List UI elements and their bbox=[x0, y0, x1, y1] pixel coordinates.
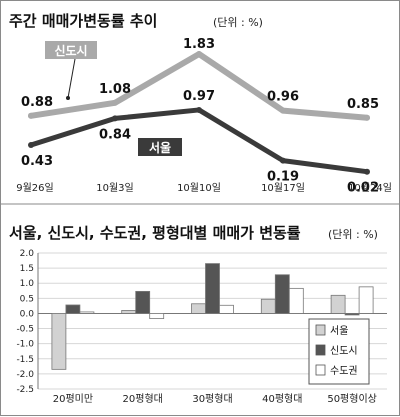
x-tick-label: 10월10일 bbox=[177, 182, 221, 194]
category-label: 40평형대 bbox=[262, 393, 302, 405]
legend-tag-sindosi-pointer bbox=[67, 58, 76, 99]
bar bbox=[358, 286, 374, 314]
bar bbox=[135, 290, 151, 314]
bar-chart-title: 서울, 신도시, 수도권, 평형대별 매매가 변동률 bbox=[9, 224, 301, 242]
x-tick-label: 10월17일 bbox=[261, 182, 305, 194]
x-tick-label: 10월3일 bbox=[96, 182, 134, 194]
x-tick-label: 10월24일 bbox=[348, 182, 392, 194]
x-tick-label: 9월26일 bbox=[16, 182, 54, 194]
data-point bbox=[196, 51, 202, 58]
line-chart-plot: 0.88 1.08 1.83 0.96 0.85 0.43 0.84 0.97 0.19 0.02 bbox=[21, 37, 379, 196]
data-point bbox=[280, 157, 286, 164]
data-point bbox=[28, 142, 34, 149]
legend-tag-sindosi-pointer-dot bbox=[66, 96, 70, 100]
y-tick-label: -2.0 bbox=[16, 370, 34, 380]
bar-chart-y-ticks: 2.0 1.5 1.0 0.5 0.0 -0.5 -1.0 -1.5 -2.0 -2.5 bbox=[16, 249, 34, 395]
legend-label: 서울 bbox=[330, 325, 348, 337]
data-label: 0.88 bbox=[21, 95, 53, 110]
bar bbox=[219, 304, 234, 314]
category-label: 20평미만 bbox=[53, 393, 93, 405]
data-point bbox=[364, 168, 370, 175]
data-label: 0.96 bbox=[267, 90, 299, 105]
data-point bbox=[112, 99, 118, 106]
category-label: 30평형대 bbox=[192, 393, 232, 405]
data-label: 0.85 bbox=[347, 97, 379, 112]
y-tick-label: 1.5 bbox=[20, 264, 34, 274]
bar bbox=[205, 263, 220, 314]
y-tick-label: 0.0 bbox=[20, 309, 35, 319]
bar bbox=[191, 303, 206, 314]
bar-chart-x-ticks: 20평미만 20평형대 30평형대 40평형대 50평형이상 bbox=[53, 393, 377, 405]
y-tick-label: -2.5 bbox=[16, 385, 34, 395]
bar bbox=[65, 304, 81, 314]
data-label: 0.97 bbox=[183, 89, 215, 104]
y-tick-label: -1.0 bbox=[16, 340, 34, 350]
y-tick-label: -0.5 bbox=[16, 325, 34, 335]
y-tick-label: -1.5 bbox=[16, 355, 34, 365]
legend-tag-sindosi: 신도시 bbox=[45, 41, 97, 59]
y-tick-label: 2.0 bbox=[20, 249, 35, 259]
legend-label: 수도권 bbox=[330, 365, 358, 377]
y-tick-label: 0.5 bbox=[20, 294, 34, 304]
legend-label: 신도시 bbox=[330, 345, 358, 357]
legend-tag-sindosi-label: 신도시 bbox=[54, 43, 87, 58]
data-point bbox=[364, 114, 370, 121]
data-point bbox=[196, 106, 202, 113]
bar bbox=[330, 294, 346, 314]
data-label: 0.84 bbox=[99, 127, 131, 142]
line-chart-title: 주간 매매가변동률 추이 bbox=[9, 12, 157, 30]
bar bbox=[288, 287, 304, 314]
series-line-seoul bbox=[28, 107, 370, 175]
bar-chart-bars bbox=[51, 263, 374, 370]
legend-swatch bbox=[315, 324, 326, 336]
legend-swatch bbox=[315, 364, 326, 376]
bar bbox=[79, 311, 95, 314]
bar-chart-unit: (단위 : %) bbox=[328, 228, 378, 241]
bar bbox=[121, 310, 137, 314]
bar bbox=[149, 313, 165, 319]
bar bbox=[260, 298, 276, 314]
legend-swatch bbox=[315, 344, 326, 356]
bar bbox=[274, 274, 290, 314]
data-label: 0.02 bbox=[347, 181, 379, 196]
data-point bbox=[112, 115, 118, 122]
line-chart-x-ticks: 9월26일 10월3일 10월10일 10월17일 10월24일 bbox=[16, 182, 392, 194]
category-label: 20평형대 bbox=[123, 393, 163, 405]
bar bbox=[51, 313, 67, 370]
bar bbox=[344, 313, 360, 316]
legend-tag-seoul-label: 서울 bbox=[149, 140, 171, 155]
data-label: 1.83 bbox=[183, 37, 215, 52]
legend-tag-seoul: 서울 bbox=[138, 138, 182, 156]
y-tick-label: 1.0 bbox=[20, 279, 35, 289]
data-point bbox=[280, 107, 286, 114]
category-label: 50평형이상 bbox=[327, 393, 377, 405]
data-label: 1.08 bbox=[99, 82, 131, 97]
data-label: 0.19 bbox=[267, 170, 299, 185]
line-chart-unit: (단위 : %) bbox=[213, 16, 263, 29]
data-point bbox=[28, 112, 34, 119]
data-label: 0.43 bbox=[21, 154, 53, 169]
